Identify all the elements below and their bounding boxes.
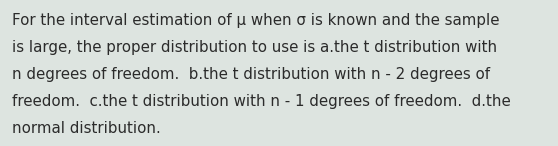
- Text: n degrees of freedom.  b.the t distribution with n - 2 degrees of: n degrees of freedom. b.the t distributi…: [12, 67, 490, 82]
- Text: is large, the proper distribution to use is a.the t distribution with: is large, the proper distribution to use…: [12, 40, 497, 55]
- Text: freedom.  c.the t distribution with n - 1 degrees of freedom.  d.the: freedom. c.the t distribution with n - 1…: [12, 94, 511, 109]
- Text: For the interval estimation of μ when σ is known and the sample: For the interval estimation of μ when σ …: [12, 13, 500, 28]
- Text: normal distribution.: normal distribution.: [12, 121, 161, 136]
